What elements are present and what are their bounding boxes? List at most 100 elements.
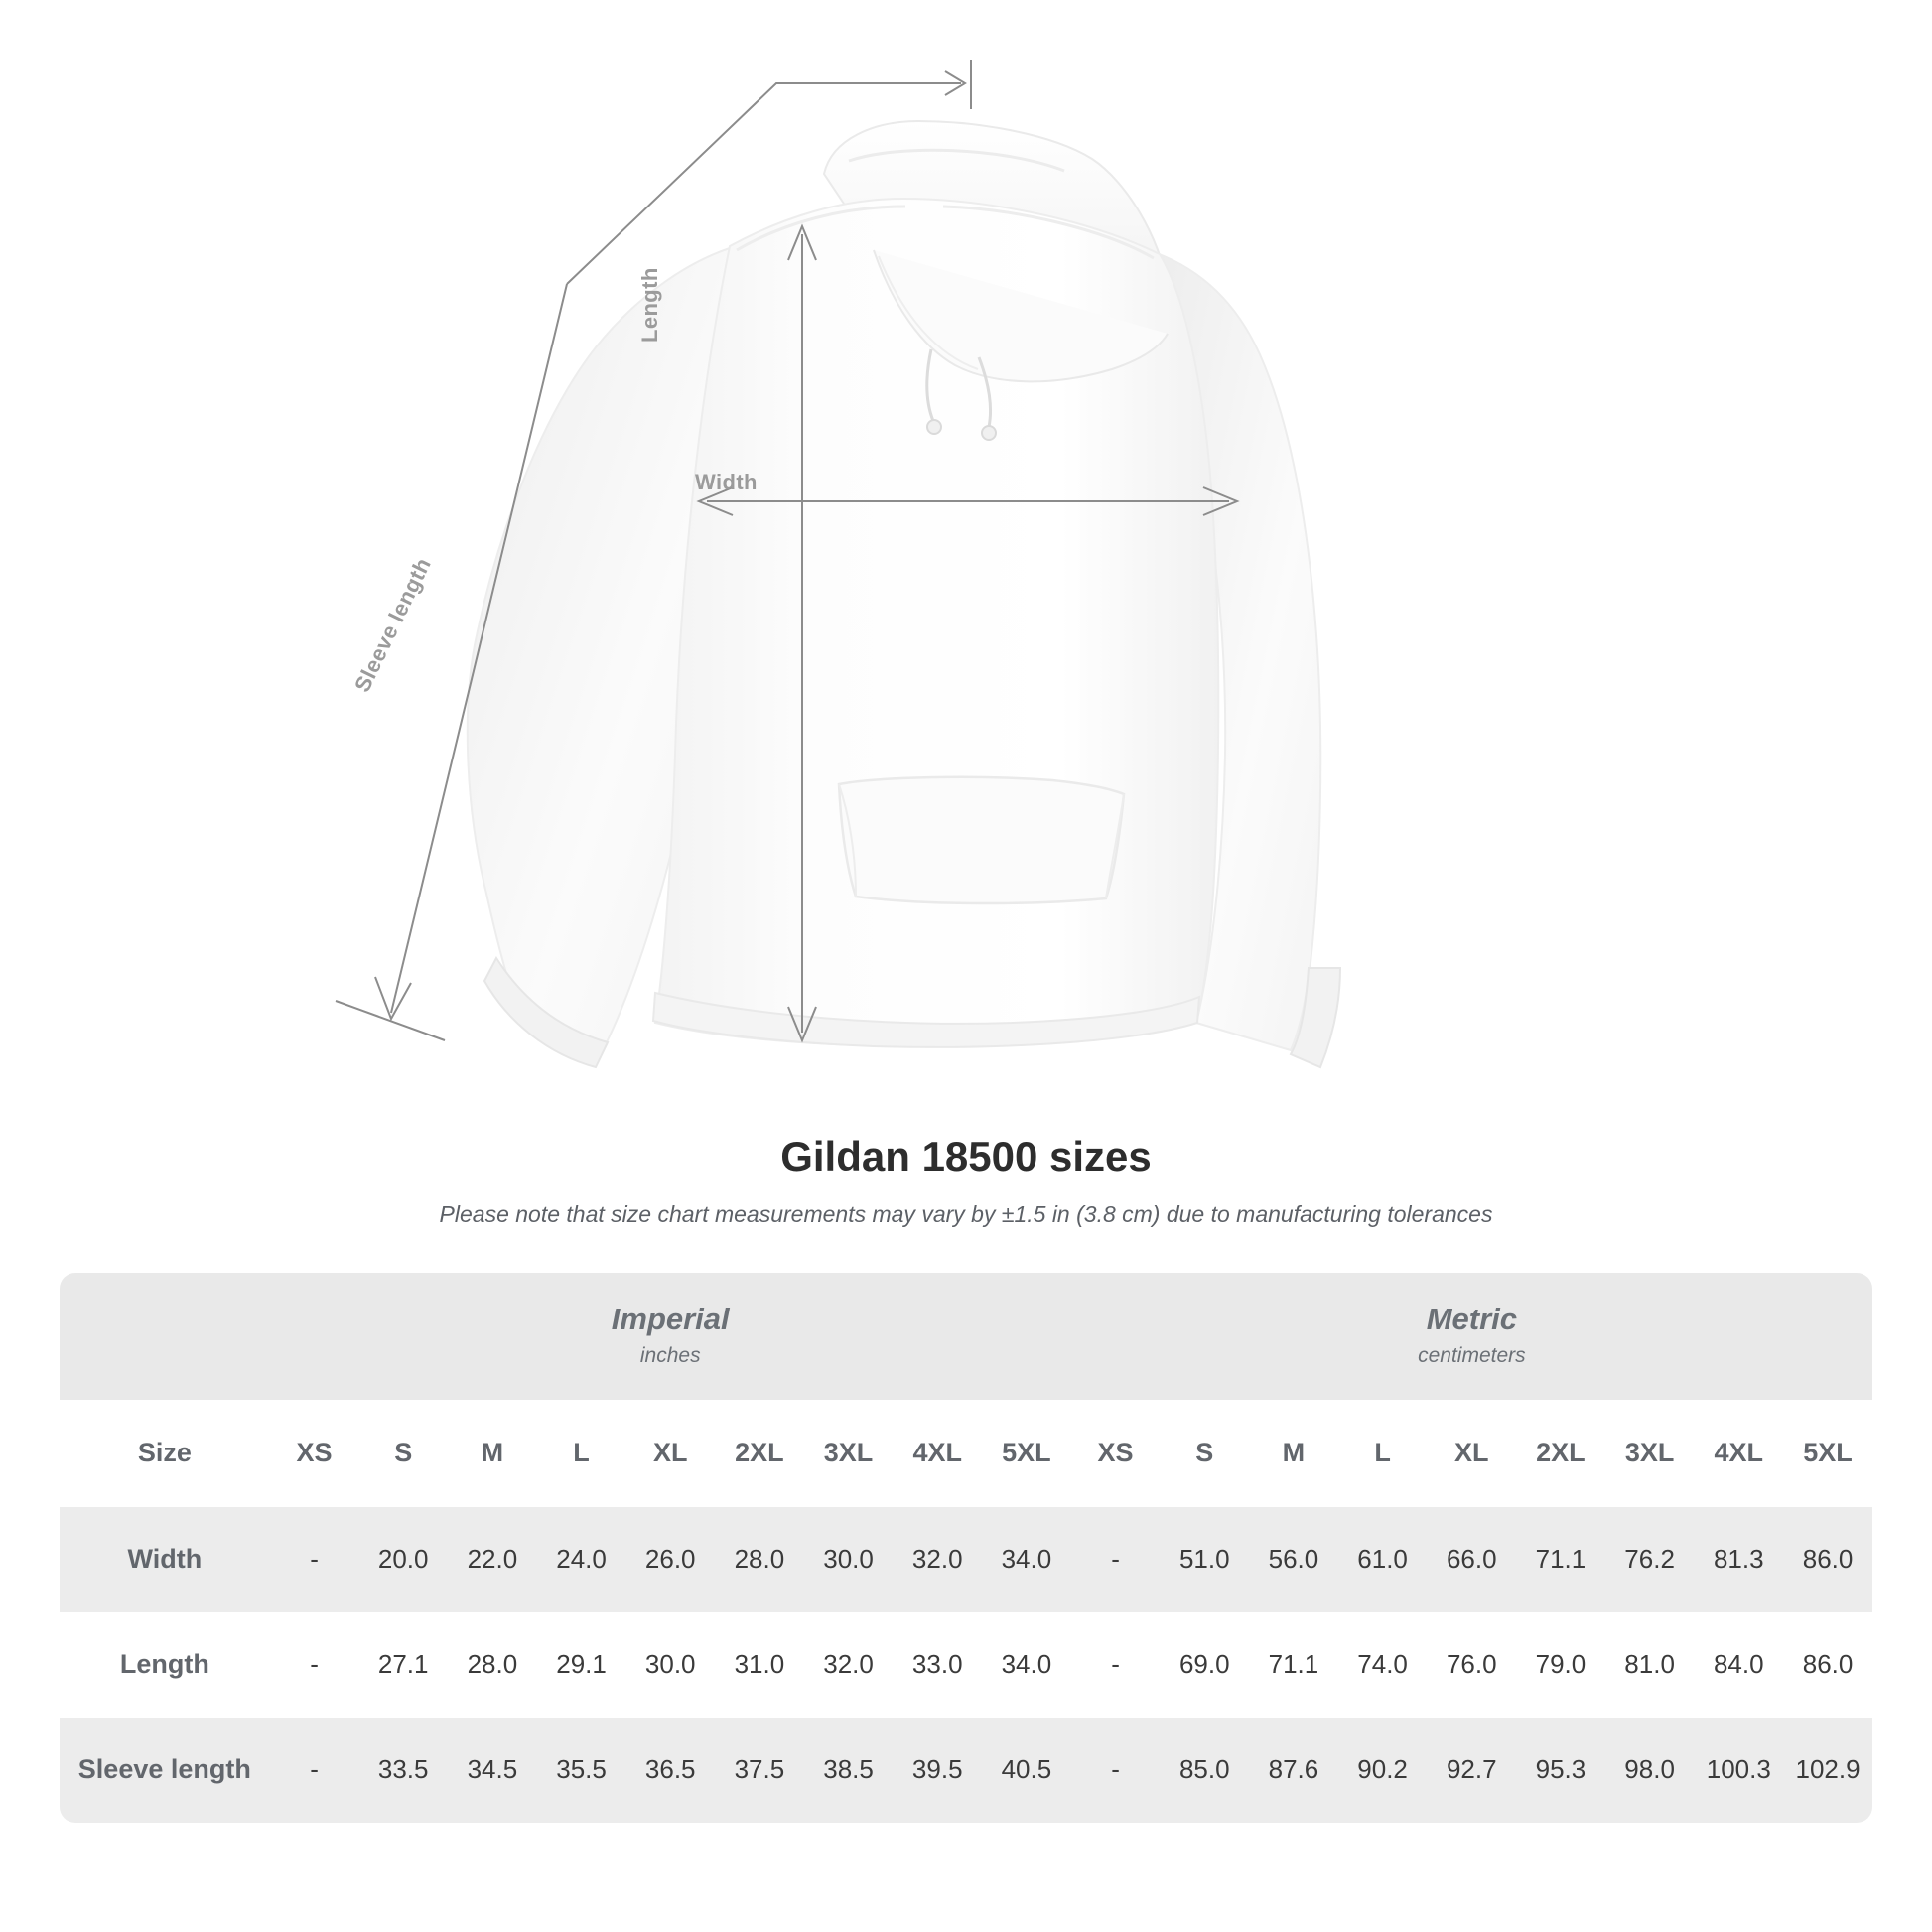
- header-metric-xs: XS: [1070, 1399, 1161, 1507]
- width-metric-l: 61.0: [1337, 1506, 1428, 1612]
- width-metric-m: 56.0: [1249, 1506, 1338, 1612]
- width-imperial-4xl: 32.0: [893, 1506, 983, 1612]
- sleeve-metric-m: 87.6: [1249, 1717, 1338, 1823]
- garment-diagram: Length Width Sleeve length: [335, 60, 1342, 1069]
- header-metric-m: M: [1249, 1399, 1338, 1507]
- length-imperial-xl: 30.0: [625, 1611, 716, 1718]
- sleeve-imperial-l: 35.5: [536, 1717, 626, 1823]
- width-metric-s: 51.0: [1160, 1506, 1250, 1612]
- header-metric-s: S: [1160, 1399, 1250, 1507]
- length-metric-l: 74.0: [1337, 1611, 1428, 1718]
- length-imperial-5xl: 34.0: [982, 1611, 1071, 1718]
- sleeve-metric-4xl: 100.3: [1694, 1717, 1784, 1823]
- header-imperial-l: L: [536, 1399, 626, 1507]
- length-metric-5xl: 86.0: [1783, 1611, 1872, 1718]
- sleeve-metric-l: 90.2: [1337, 1717, 1428, 1823]
- header-metric-4xl: 4XL: [1694, 1399, 1784, 1507]
- width-metric-3xl: 76.2: [1604, 1506, 1695, 1612]
- length-metric-s: 69.0: [1160, 1611, 1250, 1718]
- length-metric-xl: 76.0: [1427, 1611, 1517, 1718]
- header-metric-3xl: 3XL: [1604, 1399, 1695, 1507]
- width-imperial-xs: -: [269, 1506, 359, 1612]
- unit-name-metric: Metric: [1426, 1302, 1518, 1337]
- width-metric-xs: -: [1070, 1506, 1161, 1612]
- length-metric-2xl: 79.0: [1516, 1611, 1605, 1718]
- sleeve-imperial-xl: 36.5: [625, 1717, 716, 1823]
- length-metric-3xl: 81.0: [1604, 1611, 1695, 1718]
- table-row-length: Length - 27.1 28.0 29.1 30.0 31.0 32.0 3…: [60, 1611, 1872, 1718]
- length-metric-m: 71.1: [1249, 1611, 1338, 1718]
- sleeve-imperial-4xl: 39.5: [893, 1717, 983, 1823]
- chart-heading: Gildan 18500 sizes Please note that size…: [0, 1133, 1932, 1229]
- width-imperial-l: 24.0: [536, 1506, 626, 1612]
- sleeve-metric-2xl: 95.3: [1516, 1717, 1605, 1823]
- header-metric-5xl: 5XL: [1783, 1399, 1872, 1507]
- width-metric-xl: 66.0: [1427, 1506, 1517, 1612]
- length-imperial-4xl: 33.0: [893, 1611, 983, 1718]
- header-metric-xl: XL: [1427, 1399, 1517, 1507]
- unit-sub-metric: centimeters: [1418, 1343, 1526, 1367]
- sleeve-imperial-2xl: 37.5: [715, 1717, 804, 1823]
- header-metric-2xl: 2XL: [1516, 1399, 1605, 1507]
- header-imperial-s: S: [358, 1399, 449, 1507]
- width-metric-4xl: 81.3: [1694, 1506, 1784, 1612]
- header-imperial-2xl: 2XL: [715, 1399, 804, 1507]
- sleeve-imperial-s: 33.5: [358, 1717, 449, 1823]
- row-label-sleeve-length: Sleeve length: [60, 1717, 270, 1823]
- header-imperial-xs: XS: [269, 1399, 359, 1507]
- page-title: Gildan 18500 sizes: [780, 1133, 1152, 1179]
- tolerance-note: Please note that size chart measurements…: [439, 1201, 1493, 1228]
- width-imperial-m: 22.0: [448, 1506, 537, 1612]
- length-imperial-3xl: 32.0: [803, 1611, 894, 1718]
- length-imperial-l: 29.1: [536, 1611, 626, 1718]
- unit-sub-imperial: inches: [639, 1343, 701, 1367]
- measurement-lines: [335, 60, 1240, 1043]
- size-chart-table: Imperial inches Metric centimeters Size …: [60, 1272, 1872, 1823]
- size-chart-table-wrapper: Imperial inches Metric centimeters Size …: [60, 1272, 1872, 1823]
- hoodie-shape: [466, 119, 1342, 1069]
- length-imperial-s: 27.1: [358, 1611, 449, 1718]
- header-imperial-xl: XL: [625, 1399, 716, 1507]
- unit-header-imperial: Imperial inches: [269, 1272, 1071, 1400]
- length-arrow: [787, 223, 817, 1043]
- width-imperial-3xl: 30.0: [803, 1506, 894, 1612]
- table-row-sleeve-length: Sleeve length - 33.5 34.5 35.5 36.5 37.5…: [60, 1717, 1872, 1823]
- header-imperial-5xl: 5XL: [982, 1399, 1071, 1507]
- hoodie-illustration: [335, 60, 1342, 1069]
- length-metric-4xl: 84.0: [1694, 1611, 1784, 1718]
- sleeve-imperial-3xl: 38.5: [803, 1717, 894, 1823]
- sleeve-imperial-xs: -: [269, 1717, 359, 1823]
- sleeve-metric-s: 85.0: [1160, 1717, 1250, 1823]
- unit-name-imperial: Imperial: [611, 1302, 730, 1337]
- sleeve-metric-5xl: 102.9: [1783, 1717, 1872, 1823]
- length-imperial-m: 28.0: [448, 1611, 537, 1718]
- width-imperial-5xl: 34.0: [982, 1506, 1071, 1612]
- size-header-row: Size XS S M L XL 2XL 3XL 4XL 5XL XS S M …: [60, 1399, 1872, 1507]
- width-metric-2xl: 71.1: [1516, 1506, 1605, 1612]
- row-label-width: Width: [60, 1506, 270, 1612]
- width-imperial-xl: 26.0: [625, 1506, 716, 1612]
- table-row-width: Width - 20.0 22.0 24.0 26.0 28.0 30.0 32…: [60, 1506, 1872, 1612]
- width-metric-5xl: 86.0: [1783, 1506, 1872, 1612]
- sleeve-callout-leader: [566, 60, 972, 285]
- unit-header-metric: Metric centimeters: [1070, 1272, 1872, 1400]
- row-label-length: Length: [60, 1611, 270, 1718]
- unit-corner-spacer: [60, 1272, 270, 1400]
- sleeve-metric-xs: -: [1070, 1717, 1161, 1823]
- header-imperial-3xl: 3XL: [803, 1399, 894, 1507]
- length-imperial-xs: -: [269, 1611, 359, 1718]
- header-imperial-4xl: 4XL: [893, 1399, 983, 1507]
- width-imperial-2xl: 28.0: [715, 1506, 804, 1612]
- length-imperial-2xl: 31.0: [715, 1611, 804, 1718]
- sleeve-imperial-5xl: 40.5: [982, 1717, 1071, 1823]
- header-metric-l: L: [1337, 1399, 1428, 1507]
- width-arrow: [696, 486, 1240, 516]
- sleeve-metric-xl: 92.7: [1427, 1717, 1517, 1823]
- unit-header-row: Imperial inches Metric centimeters: [60, 1272, 1872, 1400]
- sleeve-metric-3xl: 98.0: [1604, 1717, 1695, 1823]
- length-label: Length: [637, 267, 662, 343]
- sleeve-length-arrow: [335, 283, 568, 1041]
- header-imperial-m: M: [448, 1399, 537, 1507]
- header-size-label: Size: [60, 1399, 270, 1507]
- sleeve-imperial-m: 34.5: [448, 1717, 537, 1823]
